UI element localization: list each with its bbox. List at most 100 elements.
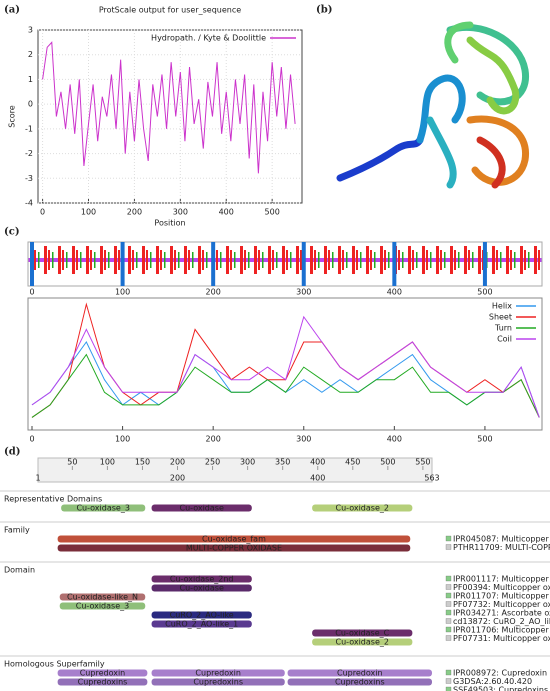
entry-text: IPR001117: Multicopper oxidase, secon [453, 575, 550, 584]
legend-label: Turn [494, 324, 512, 333]
domain-bar [151, 620, 252, 628]
domain-bar [57, 678, 148, 686]
domain-bar [59, 593, 146, 601]
strip-tick-label: 200 [206, 288, 221, 297]
x-axis-label: Position [154, 219, 185, 228]
ruler-tick-label: 150 [135, 458, 150, 467]
domain-label: Cu-oxidase_C [335, 629, 389, 638]
section-title: Family [4, 526, 30, 535]
domain-label: Cupredoxins [78, 678, 128, 687]
ruler-label: 400 [310, 474, 325, 483]
ruler-label: 200 [170, 474, 185, 483]
plot-frame [27, 297, 543, 431]
section-title: Representative Domains [4, 495, 102, 504]
panel-label: (d) [4, 447, 20, 458]
domain-label: CuRO_2_AO-like [170, 611, 234, 620]
protein-structure [336, 21, 529, 189]
entry-icon [445, 686, 452, 691]
x-tick-label: 100 [115, 435, 130, 444]
domain-label: Cu-oxidase_2nd [170, 575, 234, 584]
legend-label: Hydropath. / Kyte & Doolittle [151, 34, 266, 43]
x-tick-label: 0 [40, 208, 45, 217]
domain-bar [312, 638, 413, 646]
legend-label: Helix [492, 302, 512, 311]
ruler-tick-label: 100 [100, 458, 115, 467]
x-tick-label: 200 [127, 208, 142, 217]
x-tick-label: 300 [296, 435, 311, 444]
strip-tick-label: 400 [387, 288, 402, 297]
domain-label: Cu-oxidase [180, 584, 224, 593]
domain-label: Cu-oxidase_fam [202, 535, 266, 544]
entry-icon [445, 609, 452, 616]
y-tick-label: -4 [25, 199, 33, 208]
ruler-tick-label: 250 [205, 458, 220, 467]
domain-label: Cu-oxidase [180, 504, 224, 513]
y-tick-label: -3 [25, 174, 33, 183]
data-line [42, 41, 296, 174]
strip-marker [392, 242, 397, 286]
domain-label: Cu-oxidase-like_N [67, 593, 138, 602]
secondary-structure-strip [27, 241, 543, 287]
entry-text: IPR045087: Multicopper oxidase [453, 535, 550, 544]
domain-bar [287, 669, 432, 677]
entry-text: IPR011707: Multicopper oxidase-like, N [453, 592, 550, 601]
strip-tick-label: 100 [115, 288, 130, 297]
entry-icon [445, 544, 452, 550]
data-line [31, 315, 540, 418]
ruler-tick-label: 450 [345, 458, 360, 467]
entry-icon [445, 626, 452, 633]
domain-label: Cupredoxin [80, 669, 126, 678]
entry-text: IPR008972: Cupredoxin [453, 669, 547, 678]
entry-icon [445, 678, 452, 684]
x-tick-label: 300 [173, 208, 188, 217]
entry-text: PF07731: Multicopper oxidase [453, 634, 550, 643]
domain-label: Cupredoxin [337, 669, 383, 678]
entry-text: SSF49503: Cupredoxins [453, 686, 548, 691]
x-tick-label: 400 [219, 208, 234, 217]
ruler-tick-label: 50 [67, 458, 77, 467]
y-tick-label: 1 [28, 75, 33, 84]
entry-text: cd13872: CuRO_2_AO_like_1 [453, 617, 550, 626]
domain-bar [57, 669, 148, 677]
x-tick-label: 0 [29, 435, 34, 444]
x-tick-label: 400 [387, 435, 402, 444]
section-title: Homologous Superfamily [4, 660, 105, 669]
entry-icon [445, 669, 452, 676]
ruler-tick-label: 550 [415, 458, 430, 467]
domain-bar [151, 575, 252, 583]
strip-marker [482, 242, 487, 286]
y-tick-label: 0 [28, 100, 33, 109]
data-line [31, 302, 540, 418]
strip-tick-label: 300 [296, 288, 311, 297]
domain-label: MULTI-COPPER OXIDASE [186, 544, 282, 553]
entry-icon [445, 575, 452, 582]
strip-marker [30, 242, 34, 286]
x-tick-label: 200 [206, 435, 221, 444]
entry-text: PTHR11709: MULTI-COPPER OXIDASE [453, 543, 550, 552]
y-axis-label: Score [8, 105, 17, 127]
domain-label: Cu-oxidase_2 [336, 504, 389, 513]
y-tick-label: 3 [28, 26, 33, 35]
ruler-tick-label: 300 [240, 458, 255, 467]
domain-label: Cupredoxins [193, 678, 243, 687]
domain-bar [57, 544, 411, 552]
panel-label: (a) [4, 5, 20, 16]
panel-label: (c) [4, 227, 20, 238]
entry-text: PF07732: Multicopper oxidase [453, 600, 550, 609]
y-tick-label: 2 [28, 50, 33, 59]
y-tick-label: -2 [25, 149, 33, 158]
strip-marker [211, 242, 216, 286]
domain-label: Cupredoxin [195, 669, 241, 678]
plot-frame [37, 29, 303, 204]
x-tick-label: 500 [265, 208, 280, 217]
entry-icon [445, 535, 452, 542]
strip-marker [120, 242, 125, 286]
ruler-tick-label: 500 [380, 458, 395, 467]
entry-text: G3DSA:2.60.40.420 [453, 677, 532, 686]
entry-text: IPR034271: Ascorbate oxidase homolo [453, 609, 550, 618]
panel-label: (b) [316, 5, 332, 16]
data-line [31, 353, 540, 418]
domain-label: Cu-oxidase_2 [336, 638, 389, 647]
domain-bar [151, 584, 252, 592]
